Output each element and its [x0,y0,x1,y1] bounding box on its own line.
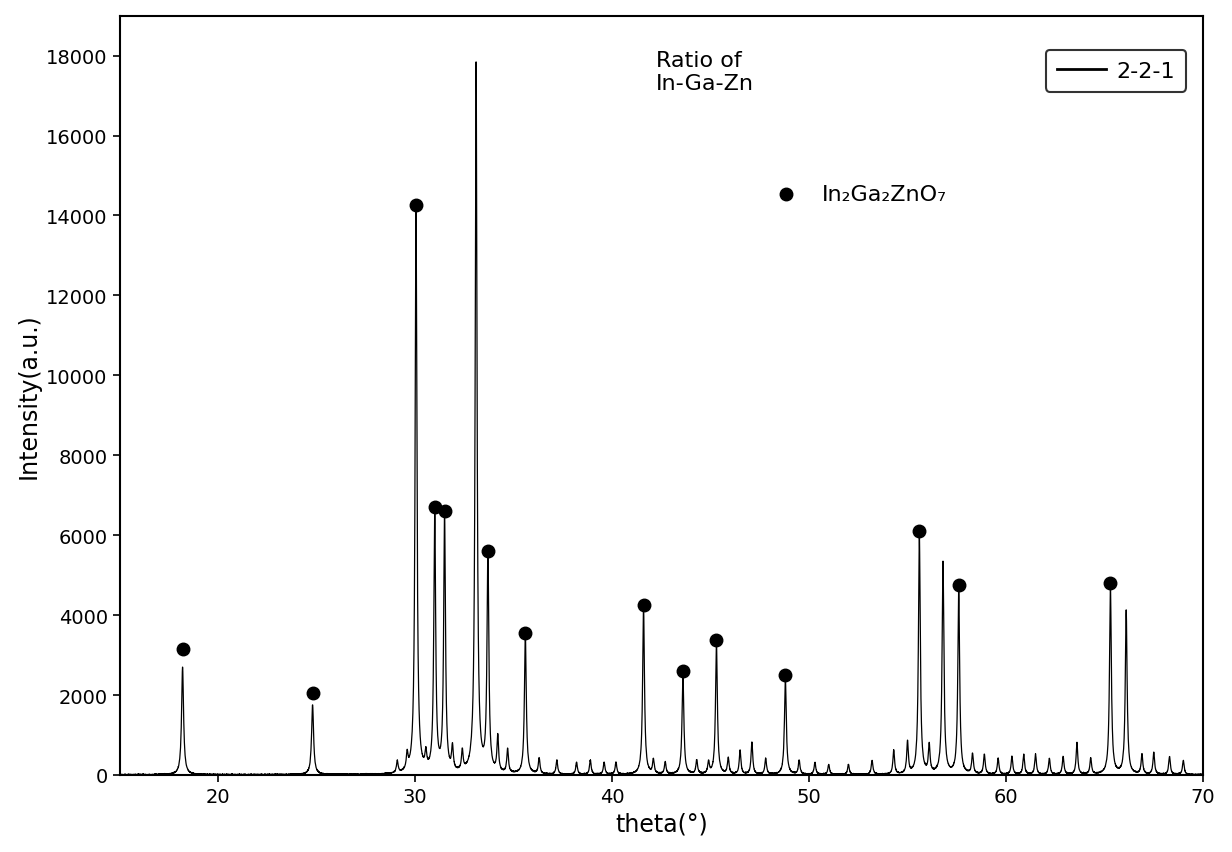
Legend: 2-2-1: 2-2-1 [1046,50,1186,93]
Text: Ratio of
In-Ga-Zn: Ratio of In-Ga-Zn [655,51,754,94]
X-axis label: theta(°): theta(°) [615,811,707,835]
Text: In₂Ga₂ZnO₇: In₂Ga₂ZnO₇ [822,185,946,204]
Y-axis label: Intensity(a.u.): Intensity(a.u.) [17,313,41,479]
